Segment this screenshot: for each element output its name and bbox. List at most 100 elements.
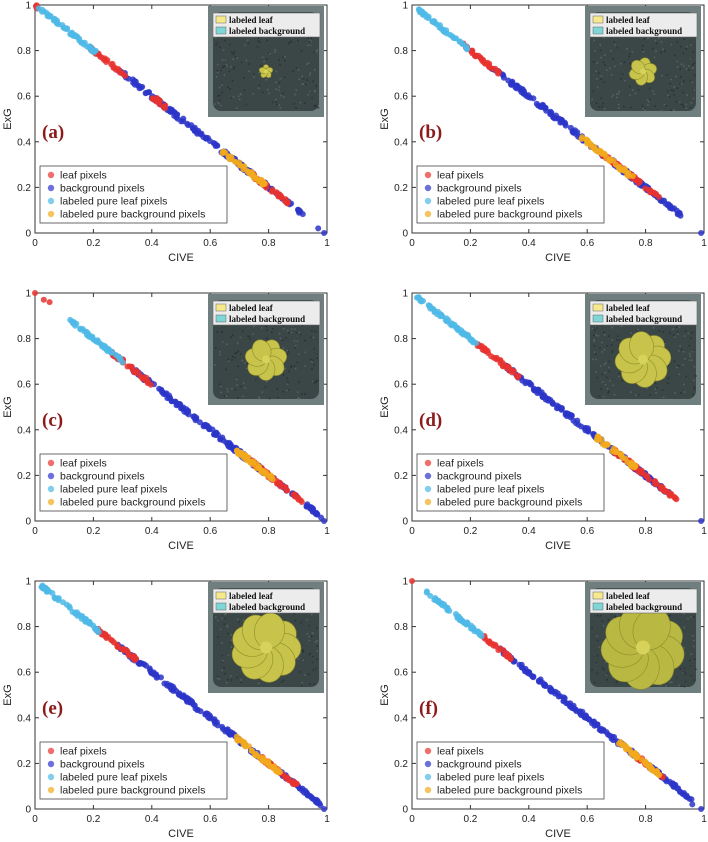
soil-texture xyxy=(646,99,649,101)
inset-leaf-swatch xyxy=(592,591,604,600)
soil-texture xyxy=(676,60,679,63)
labeled-pure-background-pixels-point xyxy=(266,762,273,768)
labeled-pure-leaf-pixels-point xyxy=(55,21,62,28)
soil-texture xyxy=(288,332,290,334)
leaf-pixels-point xyxy=(506,653,513,660)
leaf-pixels-point xyxy=(492,643,499,650)
soil-texture xyxy=(295,107,297,109)
soil-texture xyxy=(279,337,282,340)
y-axis-title: ExG xyxy=(2,684,14,705)
soil-texture xyxy=(262,91,264,94)
soil-texture xyxy=(214,103,216,105)
soil-texture xyxy=(689,352,691,355)
soil-texture xyxy=(680,685,683,687)
soil-texture xyxy=(232,58,234,60)
soil-texture xyxy=(683,685,686,688)
labeled-pure-background-pixels-legend-marker xyxy=(47,210,55,218)
soil-texture xyxy=(616,614,619,616)
soil-texture xyxy=(659,684,662,687)
soil-texture xyxy=(694,375,697,377)
soil-texture xyxy=(596,635,598,637)
soil-texture xyxy=(671,681,673,683)
soil-texture xyxy=(648,98,651,101)
soil-texture xyxy=(314,90,316,93)
background-pixels-point xyxy=(683,792,690,799)
soil-texture xyxy=(654,382,657,384)
labeled-pure-background-pixels-point xyxy=(616,166,623,173)
soil-texture xyxy=(297,353,300,356)
leaf-pixels-point xyxy=(119,646,125,653)
labeled-pure-leaf-pixels-point xyxy=(76,35,83,42)
soil-texture xyxy=(604,64,606,66)
soil-texture xyxy=(233,51,236,53)
soil-texture xyxy=(609,380,611,382)
soil-texture xyxy=(258,84,261,87)
soil-texture xyxy=(653,56,656,59)
background-pixels-point xyxy=(543,107,550,114)
soil-texture xyxy=(669,614,671,617)
labeled-pure-leaf-pixels-point xyxy=(86,44,93,50)
soil-texture xyxy=(300,50,303,52)
labeled-pure-background-pixels-point xyxy=(623,745,630,752)
soil-texture xyxy=(313,364,315,366)
leaf-pixels-point xyxy=(486,64,493,71)
x-tick-label: 0.4 xyxy=(145,814,159,825)
soil-texture xyxy=(676,676,678,679)
y-axis-title: ExG xyxy=(2,108,14,129)
soil-texture xyxy=(222,65,225,68)
scatter-panel-6: 0 0.2 0.4 0.6 0.8 1 0 0.2 0.4 0.6 0.8 1 CIVE ExG (f) le… xyxy=(379,577,707,841)
soil-texture xyxy=(309,74,311,76)
labeled-pure-leaf-pixels-series xyxy=(423,588,485,640)
soil-texture xyxy=(308,90,311,93)
scatter-panel-4: 0 0.2 0.4 0.6 0.8 1 0 0.2 0.4 0.6 0.8 1 CIVE ExG (d) le… xyxy=(379,289,707,553)
x-tick-label: 1 xyxy=(701,814,707,825)
soil-texture xyxy=(257,40,259,43)
leaf-pixels-point xyxy=(130,654,137,661)
background-pixels-point xyxy=(548,688,555,695)
soil-texture xyxy=(231,388,233,390)
background-pixels-point xyxy=(608,735,615,742)
leaf-pixels-point xyxy=(508,367,515,374)
y-tick-label: 0.6 xyxy=(394,92,408,103)
soil-texture xyxy=(253,73,255,75)
soil-texture xyxy=(593,339,595,341)
soil-texture xyxy=(230,646,233,648)
soil-texture xyxy=(692,88,694,91)
labeled-pure-background-pixels-legend-marker xyxy=(47,786,55,794)
inset-leaf-swatch xyxy=(592,303,604,312)
labeled-pure-leaf-pixels-series xyxy=(416,6,470,53)
soil-texture xyxy=(306,618,308,621)
soil-texture xyxy=(683,626,686,629)
background-pixels-point xyxy=(180,115,187,122)
x-tick-label: 0.8 xyxy=(639,526,653,537)
y-tick-label: 0.2 xyxy=(17,183,31,194)
y-tick-label: 0.2 xyxy=(394,759,408,770)
soil-texture xyxy=(596,672,599,675)
soil-texture xyxy=(682,52,685,55)
soil-texture xyxy=(215,616,217,618)
labeled-pure-leaf-pixels-point xyxy=(44,588,51,595)
soil-texture xyxy=(316,357,319,359)
labeled-pure-background-pixels-point xyxy=(629,461,636,468)
soil-texture xyxy=(693,88,695,91)
rosette-center xyxy=(264,69,268,74)
soil-texture xyxy=(280,94,282,97)
background-pixels-point xyxy=(315,225,322,232)
leaf-pixels-point xyxy=(268,188,275,195)
soil-texture xyxy=(687,332,690,335)
y-tick-label: 0.8 xyxy=(394,334,408,345)
soil-texture xyxy=(226,390,229,393)
soil-texture xyxy=(225,613,227,615)
soil-texture xyxy=(219,383,221,386)
soil-texture xyxy=(606,672,609,675)
soil-texture xyxy=(266,337,268,340)
soil-texture xyxy=(595,324,598,327)
soil-texture xyxy=(615,96,618,99)
leaf-pixels-point xyxy=(277,192,284,199)
background-pixels-point xyxy=(698,518,705,524)
soil-texture xyxy=(674,54,676,57)
soil-texture xyxy=(301,83,304,86)
soil-texture xyxy=(219,351,221,353)
soil-texture xyxy=(293,340,296,342)
